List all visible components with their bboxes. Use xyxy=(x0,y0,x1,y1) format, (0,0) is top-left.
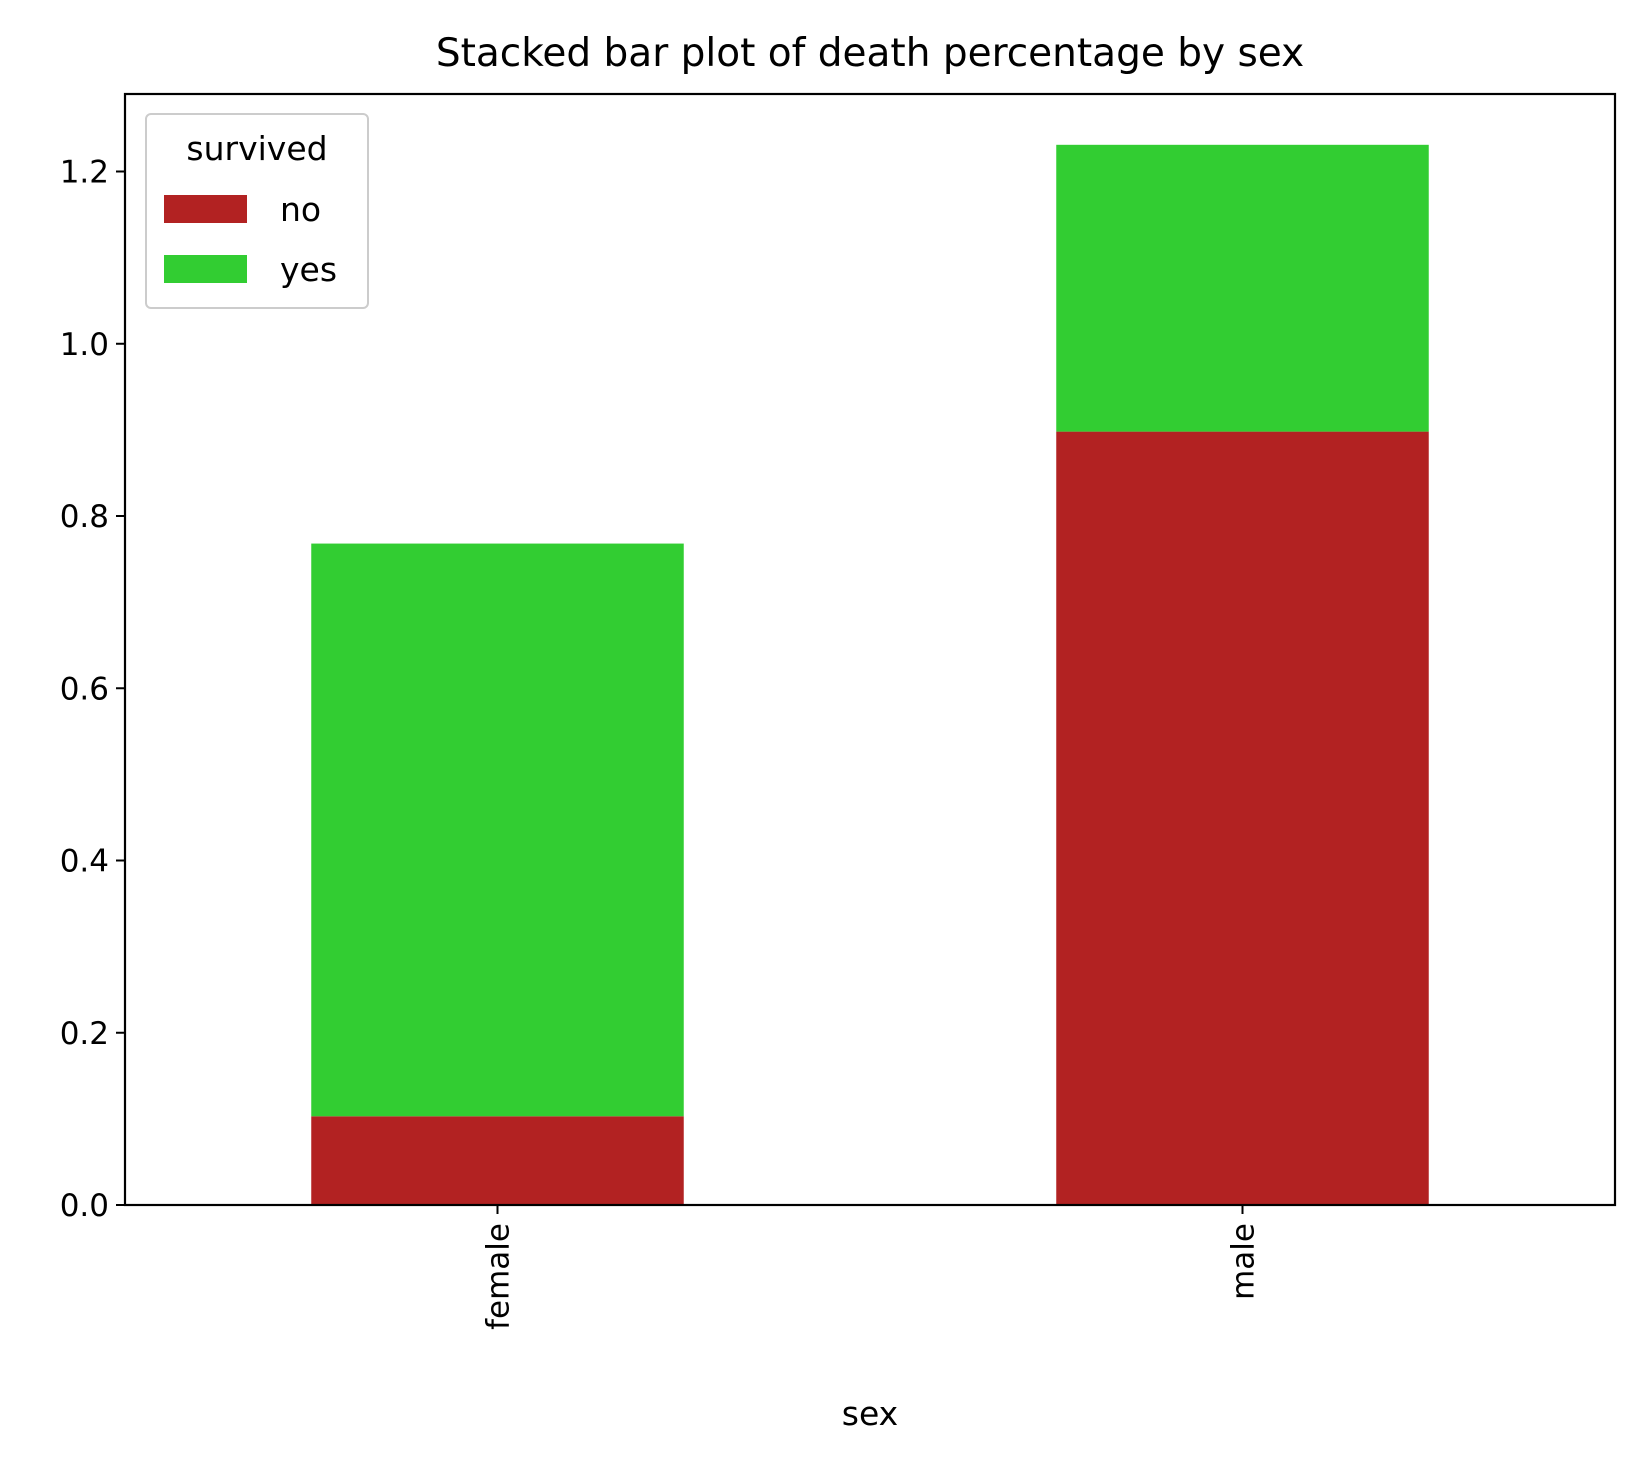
y-tick-label: 0.6 xyxy=(60,671,109,707)
legend-label-yes: yes xyxy=(280,250,337,289)
legend-swatch-no xyxy=(164,195,247,223)
plot-frame xyxy=(123,92,1617,1207)
bars-layer xyxy=(311,144,1429,1205)
y-tick-label: 1.2 xyxy=(60,155,109,191)
y-tick-label: 0.0 xyxy=(60,1188,109,1224)
legend-label-no: no xyxy=(280,190,321,229)
y-tick-label: 0.2 xyxy=(60,1016,109,1052)
bar-female-yes xyxy=(311,543,684,1117)
y-tick-label: 1.0 xyxy=(60,327,109,363)
y-tick-label: 0.4 xyxy=(60,844,109,880)
legend: survived no yes xyxy=(145,113,369,309)
bar-male-no xyxy=(1056,431,1429,1205)
chart-title: Stacked bar plot of death percentage by … xyxy=(436,31,1304,76)
x-tick-label-female: female xyxy=(481,1223,517,1330)
x-axis-label: sex xyxy=(842,1394,898,1433)
legend-swatch-yes xyxy=(164,255,247,283)
bar-male-yes xyxy=(1056,144,1429,432)
bar-female-no xyxy=(311,1116,684,1205)
x-axis: female male xyxy=(481,1205,1262,1330)
y-tick-label: 0.8 xyxy=(60,499,109,535)
x-tick-label-male: male xyxy=(1226,1223,1262,1300)
y-axis: 0.0 0.2 0.4 0.6 0.8 1.0 1.2 xyxy=(60,155,125,1224)
legend-title: survived xyxy=(186,129,327,168)
